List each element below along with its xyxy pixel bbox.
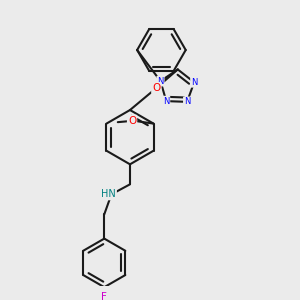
Text: F: F: [101, 292, 107, 300]
Text: N: N: [191, 78, 197, 87]
Text: O: O: [128, 116, 136, 126]
Text: N: N: [157, 76, 164, 85]
Text: HN: HN: [101, 189, 116, 199]
Text: N: N: [184, 97, 190, 106]
Text: N: N: [163, 97, 170, 106]
Text: O: O: [152, 83, 160, 93]
